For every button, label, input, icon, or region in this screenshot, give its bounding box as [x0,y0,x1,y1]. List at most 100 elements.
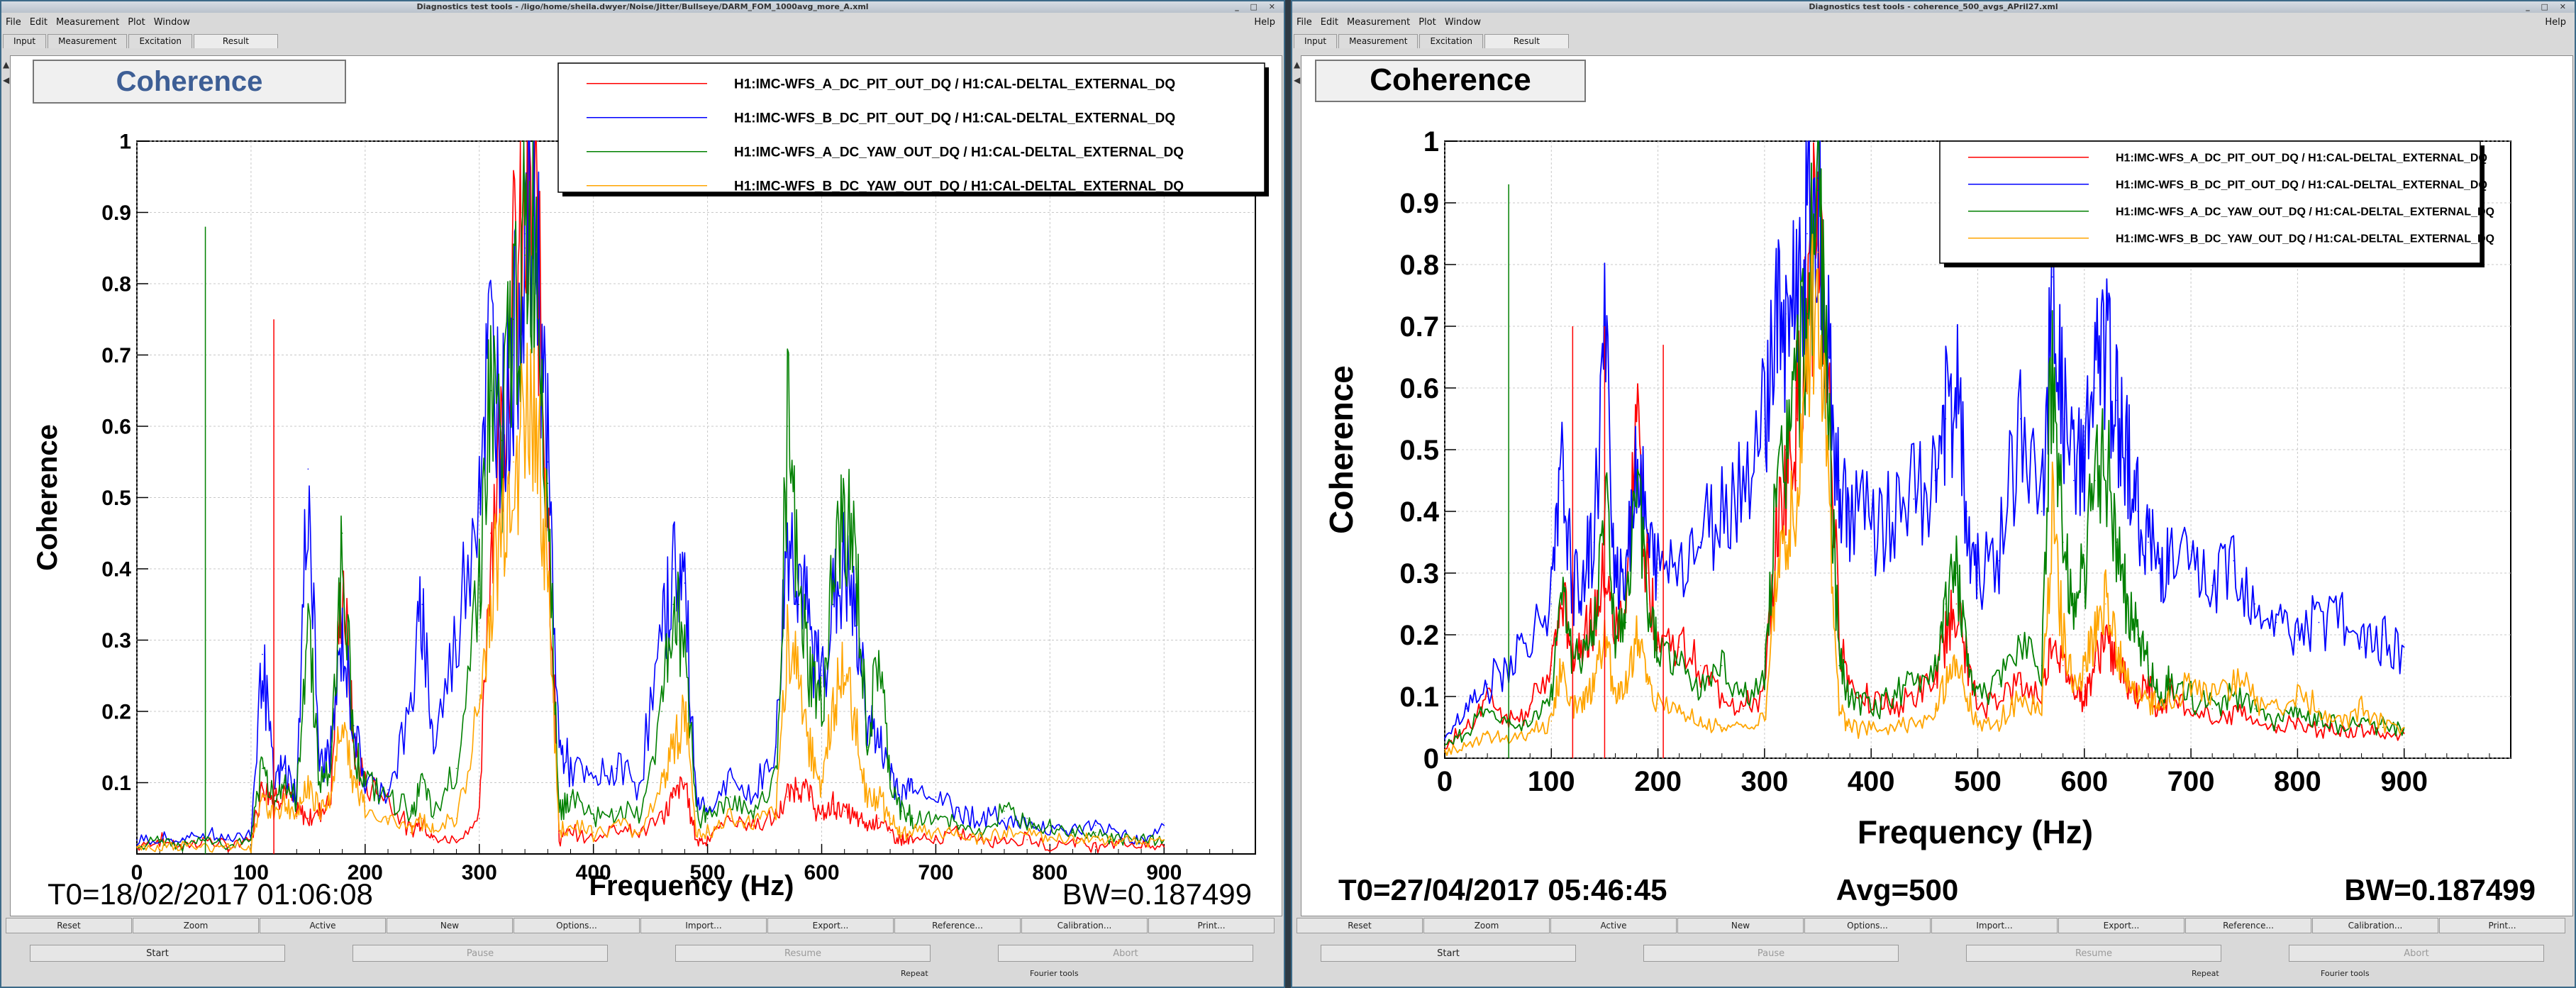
data-point [787,532,789,534]
data-point [878,817,879,819]
pause-button[interactable]: Pause [1643,945,1899,962]
plot-canvas[interactable]: Coherence 0 100 200 300 400 500 600 700 800 900 0 0.… [1301,55,2573,916]
data-point [1892,511,1894,512]
export-button[interactable]: Export... [767,918,894,933]
zoom-button[interactable]: Zoom [133,918,259,933]
reset-button[interactable]: Reset [6,918,132,933]
data-point [2126,603,2128,605]
data-point [1529,634,1531,635]
data-point [638,832,640,833]
print-button[interactable]: Print... [1148,918,1275,933]
reset-button[interactable]: Reset [1297,918,1423,933]
reference-button[interactable]: Reference... [2185,918,2311,933]
new-button[interactable]: New [1677,918,1804,933]
tab-input[interactable]: Input [1294,34,1338,48]
menu-measurement[interactable]: Measurement [55,17,120,28]
menu-help[interactable]: Help [1254,17,1275,28]
window-controls[interactable]: _ □ ✕ [2526,2,2570,11]
data-point [387,789,389,791]
data-point [1026,832,1028,833]
data-point [547,482,549,484]
status-repeat: Repeat [2192,969,2219,978]
tab-measurement[interactable]: Measurement [1338,34,1419,48]
reference-button[interactable]: Reference... [894,918,1021,933]
pause-button[interactable]: Pause [352,945,608,962]
menu-window[interactable]: Window [153,17,190,28]
abort-button[interactable]: Abort [998,945,1253,962]
tab-excitation[interactable]: Excitation [1419,34,1483,48]
zoom-button[interactable]: Zoom [1423,918,1550,933]
data-point [638,782,640,784]
options-button[interactable]: Options... [1804,918,1931,933]
footer-t0: T0=27/04/2017 05:46:45 [1338,873,1667,906]
calibration-button[interactable]: Calibration... [2312,918,2438,933]
plot-canvas[interactable]: Coherence 0 100 200 300 400 500 600 700 800 900 0.1… [10,55,1282,916]
data-point [2094,634,2096,635]
calibration-button[interactable]: Calibration... [1021,918,1148,933]
data-point [2403,646,2405,648]
resume-button[interactable]: Resume [675,945,931,962]
import-button[interactable]: Import... [640,918,767,933]
tab-input[interactable]: Input [3,34,47,48]
data-point [1849,726,1850,728]
menu-help[interactable]: Help [2545,17,2566,28]
data-point [1838,708,1840,710]
data-point [2137,696,2138,697]
import-button[interactable]: Import... [1931,918,2058,933]
data-point [878,746,879,748]
data-point [695,839,697,840]
right-diagnostics-window: Diagnostics test tools - coherence_500_a… [1291,0,2576,988]
start-button[interactable]: Start [30,945,285,962]
abort-button[interactable]: Abort [2289,945,2544,962]
data-point [307,468,309,470]
data-point [912,782,914,784]
data-point [1561,479,1563,482]
data-point [570,767,572,770]
data-point [2158,572,2160,574]
y-tick-label: 0.6 [1399,373,1439,404]
data-point [2275,621,2277,623]
menu-file[interactable]: File [6,17,21,28]
menu-plot[interactable]: Plot [1419,17,1436,28]
menu-window[interactable]: Window [1444,17,1481,28]
y-tick-label: 0.4 [1399,496,1439,528]
data-point [821,711,823,712]
data-point [1977,696,1979,697]
tab-result[interactable]: Result [1484,34,1569,48]
menu-file[interactable]: File [1297,17,1312,28]
data-point [1487,683,1488,685]
menu-plot[interactable]: Plot [128,17,145,28]
data-point [2041,708,2043,710]
export-button[interactable]: Export... [2058,918,2184,933]
active-button[interactable]: Active [260,918,386,933]
print-button[interactable]: Print... [2439,918,2565,933]
status-repeat: Repeat [901,969,928,978]
tab-result[interactable]: Result [193,34,278,48]
data-point [1934,479,1936,482]
menu-edit[interactable]: Edit [1320,17,1338,28]
window-controls[interactable]: _ □ ✕ [1235,2,1279,11]
data-point [1796,479,1797,482]
active-button[interactable]: Active [1550,918,1677,933]
new-button[interactable]: New [387,918,513,933]
data-point [1785,313,1787,315]
tab-bar: Input Measurement Excitation Result [1294,34,1570,48]
tab-measurement[interactable]: Measurement [48,34,128,48]
data-point [2254,708,2256,710]
data-point [2382,726,2384,728]
menu-measurement[interactable]: Measurement [1346,17,1411,28]
start-button[interactable]: Start [1321,945,1576,962]
data-point [2116,646,2117,648]
data-point [1817,177,1819,179]
data-point [2297,634,2299,635]
data-point [1966,696,1968,697]
data-point [1465,726,1467,728]
options-button[interactable]: Options... [513,918,640,933]
tab-excitation[interactable]: Excitation [128,34,192,48]
data-point [2318,726,2320,728]
pad-scroll-arrows[interactable]: ▲ ◀ [1294,60,1301,85]
data-point [2233,560,2235,562]
resume-button[interactable]: Resume [1966,945,2221,962]
menu-edit[interactable]: Edit [29,17,48,28]
pad-scroll-arrows[interactable]: ▲ ◀ [3,60,10,85]
